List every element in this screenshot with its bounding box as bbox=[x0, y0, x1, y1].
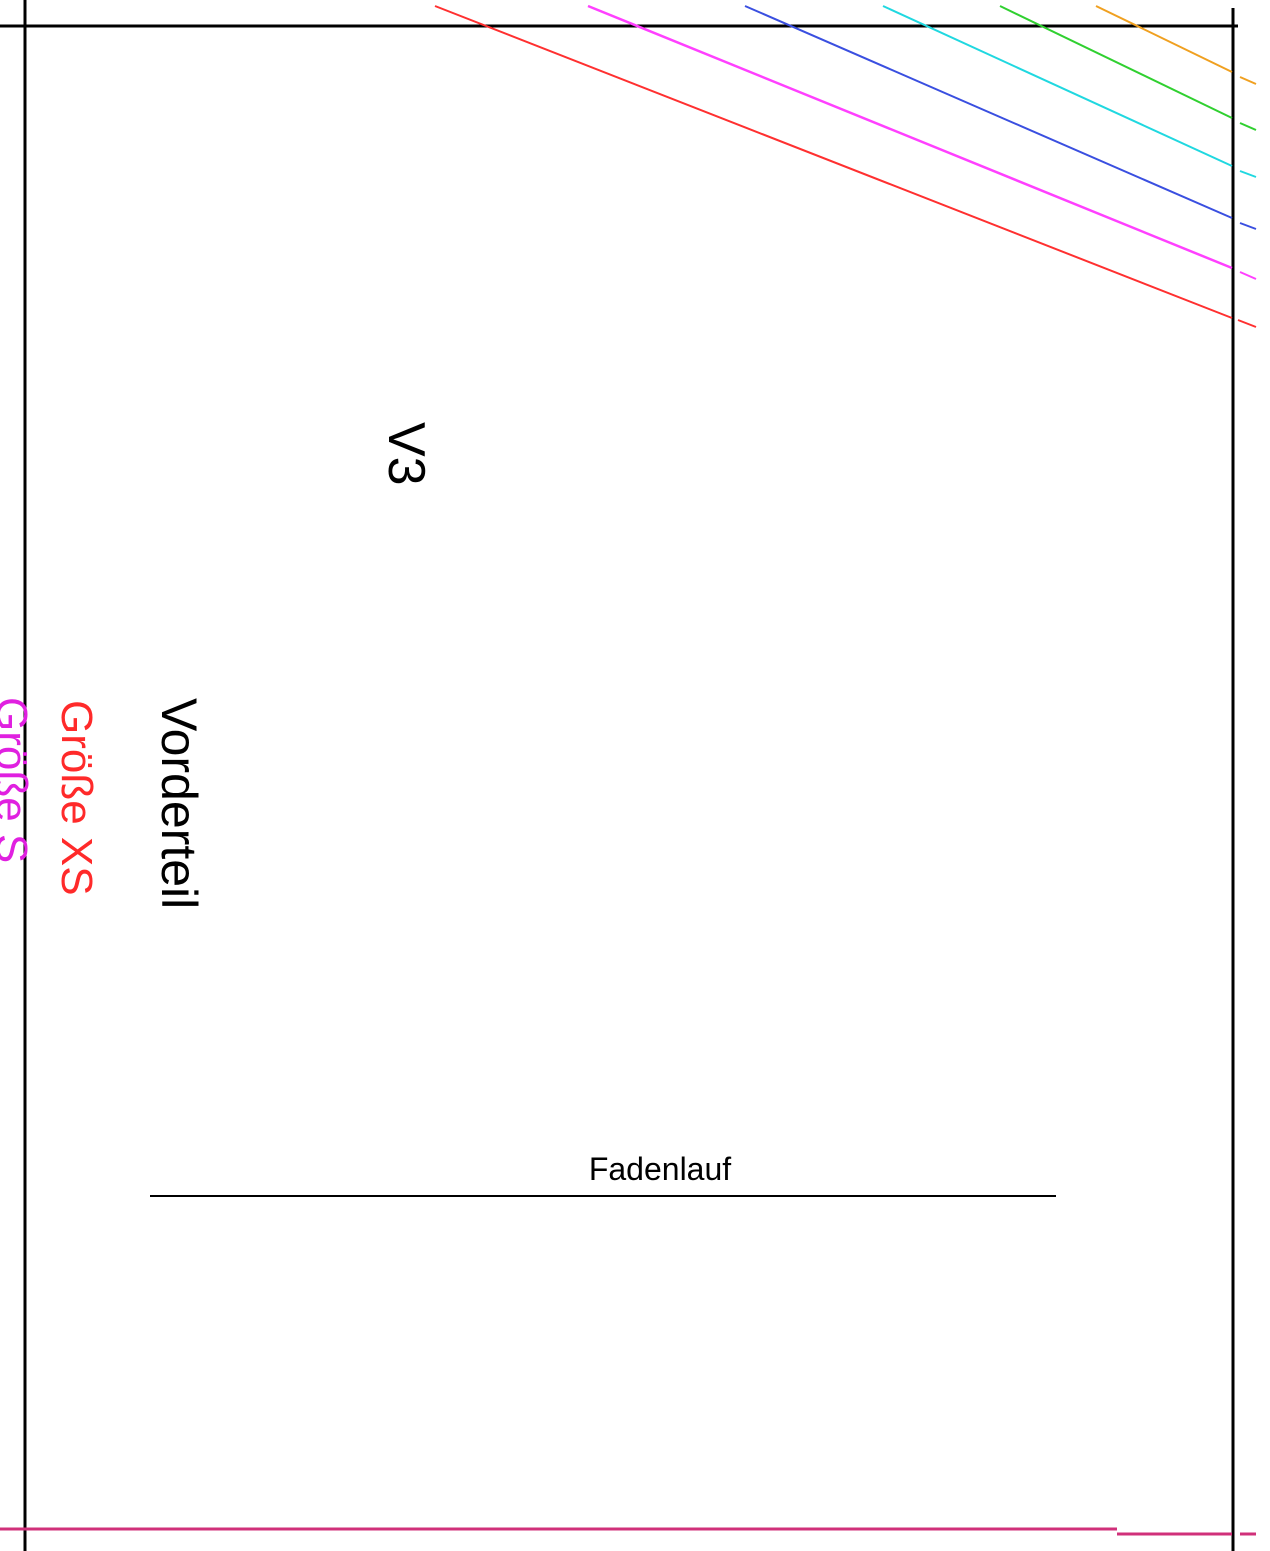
grainline-label: Fadenlauf bbox=[588, 1151, 732, 1187]
cutline-xs bbox=[434, 5, 1233, 319]
piece-id-label: V3 bbox=[377, 422, 435, 486]
cutline-m-ext bbox=[1239, 222, 1257, 230]
cutline-l bbox=[882, 5, 1233, 167]
cutline-s bbox=[587, 4, 1233, 270]
size-label-xs: Größe XS bbox=[52, 700, 101, 896]
cutline-s-ext bbox=[1239, 271, 1257, 280]
cutline-xxl bbox=[1095, 5, 1233, 73]
size-label-s: Größe S bbox=[0, 697, 36, 863]
cutline-xxl-ext bbox=[1239, 76, 1257, 85]
cutline-xl-ext bbox=[1239, 122, 1257, 131]
piece-name-label: Vorderteil bbox=[151, 698, 207, 910]
cutline-m bbox=[744, 5, 1233, 219]
cutline-xl bbox=[999, 5, 1233, 119]
cutline-l-ext bbox=[1239, 170, 1257, 178]
cutline-xs-ext bbox=[1237, 319, 1257, 328]
